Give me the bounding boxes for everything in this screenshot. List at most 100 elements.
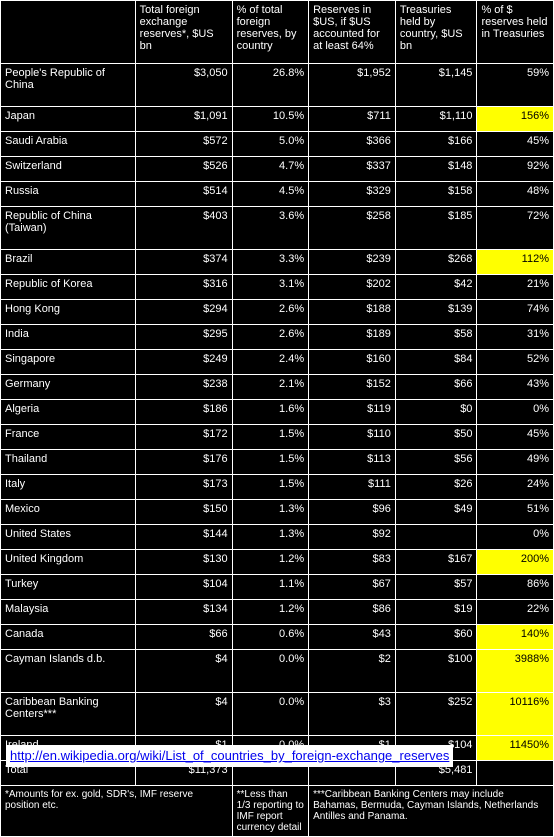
table-row: Japan$1,09110.5%$711$1,110156%: [1, 107, 554, 132]
cell-usd-reserves: $111: [309, 475, 396, 500]
table-row: Saudi Arabia$5725.0%$366$16645%: [1, 132, 554, 157]
cell-country: Japan: [1, 107, 136, 132]
page-container: Total foreign exchange reserves*, $US bn…: [0, 0, 554, 775]
cell-usd-reserves: $329: [309, 182, 396, 207]
cell-usd-reserves: $189: [309, 325, 396, 350]
cell-country: France: [1, 425, 136, 450]
cell-treasuries: $139: [395, 300, 477, 325]
cell-usd-reserves: $188: [309, 300, 396, 325]
cell-treasuries: $84: [395, 350, 477, 375]
cell-pct-total: 1.2%: [232, 550, 309, 575]
table-row: Canada$660.6%$43$60140%: [1, 625, 554, 650]
cell-pct-total: 10.5%: [232, 107, 309, 132]
cell-usd-reserves: $110: [309, 425, 396, 450]
cell-pct-total: 1.5%: [232, 475, 309, 500]
cell-usd-reserves: $160: [309, 350, 396, 375]
cell-pct-treasuries: 43%: [477, 375, 554, 400]
cell-usd-reserves: $86: [309, 600, 396, 625]
cell-pct-total: 5.0%: [232, 132, 309, 157]
cell-pct-total: 1.3%: [232, 500, 309, 525]
cell-pct-treasuries: 24%: [477, 475, 554, 500]
cell-country: Switzerland: [1, 157, 136, 182]
cell-pct-treasuries: 10116%: [477, 693, 554, 736]
cell-treasuries: $42: [395, 275, 477, 300]
cell-reserves: $173: [135, 475, 232, 500]
cell-country: Malaysia: [1, 600, 136, 625]
cell-treasuries: $56: [395, 450, 477, 475]
cell-reserves: $150: [135, 500, 232, 525]
cell-usd-reserves: $43: [309, 625, 396, 650]
cell-pct-treasuries: 156%: [477, 107, 554, 132]
cell-country: Singapore: [1, 350, 136, 375]
cell-usd-reserves: $113: [309, 450, 396, 475]
table-row: Switzerland$5264.7%$337$14892%: [1, 157, 554, 182]
cell-usd-reserves: $67: [309, 575, 396, 600]
cell-pct-treasuries: 92%: [477, 157, 554, 182]
cell-pct-treasuries: 59%: [477, 64, 554, 107]
cell-pct-treasuries: 3988%: [477, 650, 554, 693]
table-row: Caribbean Banking Centers***$40.0%$3$252…: [1, 693, 554, 736]
cell-treasuries: $167: [395, 550, 477, 575]
cell-total-pct-t: [477, 761, 554, 786]
cell-usd-reserves: $3: [309, 693, 396, 736]
footnote-row: *Amounts for ex. gold, SDR's, IMF reserv…: [1, 786, 554, 837]
table-row: Mexico$1501.3%$96$4951%: [1, 500, 554, 525]
cell-reserves: $526: [135, 157, 232, 182]
cell-reserves: $238: [135, 375, 232, 400]
cell-country: Thailand: [1, 450, 136, 475]
table-row: People's Republic of China$3,05026.8%$1,…: [1, 64, 554, 107]
cell-pct-treasuries: 52%: [477, 350, 554, 375]
cell-reserves: $104: [135, 575, 232, 600]
cell-pct-treasuries: 86%: [477, 575, 554, 600]
cell-treasuries: $166: [395, 132, 477, 157]
source-link[interactable]: http://en.wikipedia.org/wiki/List_of_cou…: [10, 748, 449, 763]
header-treasuries: Treasuries held by country, $US bn: [395, 1, 477, 64]
cell-usd-reserves: $239: [309, 250, 396, 275]
table-row: Italy$1731.5%$111$2624%: [1, 475, 554, 500]
cell-treasuries: $268: [395, 250, 477, 275]
cell-pct-total: 1.5%: [232, 425, 309, 450]
cell-pct-treasuries: 31%: [477, 325, 554, 350]
cell-reserves: $249: [135, 350, 232, 375]
cell-country: Russia: [1, 182, 136, 207]
header-pct-total: % of total foreign reserves, by country: [232, 1, 309, 64]
cell-pct-total: 1.6%: [232, 400, 309, 425]
table-row: Brazil$3743.3%$239$268112%: [1, 250, 554, 275]
cell-pct-total: 1.3%: [232, 525, 309, 550]
cell-reserves: $144: [135, 525, 232, 550]
cell-usd-reserves: $152: [309, 375, 396, 400]
cell-pct-total: 2.1%: [232, 375, 309, 400]
cell-country: United Kingdom: [1, 550, 136, 575]
cell-usd-reserves: $92: [309, 525, 396, 550]
cell-treasuries: $58: [395, 325, 477, 350]
cell-reserves: $66: [135, 625, 232, 650]
cell-country: Republic of Korea: [1, 275, 136, 300]
cell-reserves: $172: [135, 425, 232, 450]
cell-pct-total: 0.0%: [232, 650, 309, 693]
cell-reserves: $3,050: [135, 64, 232, 107]
table-row: Algeria$1861.6%$119$00%: [1, 400, 554, 425]
header-pct-treasuries: % of $ reserves held in Treasuries: [477, 1, 554, 64]
cell-pct-treasuries: 74%: [477, 300, 554, 325]
cell-treasuries: $185: [395, 207, 477, 250]
cell-usd-reserves: $83: [309, 550, 396, 575]
table-row: Hong Kong$2942.6%$188$13974%: [1, 300, 554, 325]
cell-reserves: $176: [135, 450, 232, 475]
cell-reserves: $4: [135, 650, 232, 693]
table-row: United Kingdom$1301.2%$83$167200%: [1, 550, 554, 575]
source-link-container: http://en.wikipedia.org/wiki/List_of_cou…: [6, 745, 453, 767]
cell-reserves: $374: [135, 250, 232, 275]
table-row: Thailand$1761.5%$113$5649%: [1, 450, 554, 475]
cell-pct-total: 3.3%: [232, 250, 309, 275]
cell-pct-total: 0.0%: [232, 693, 309, 736]
cell-pct-treasuries: 0%: [477, 525, 554, 550]
cell-treasuries: $148: [395, 157, 477, 182]
cell-pct-treasuries: 11450%: [477, 736, 554, 761]
cell-pct-total: 0.6%: [232, 625, 309, 650]
cell-reserves: $134: [135, 600, 232, 625]
cell-usd-reserves: $2: [309, 650, 396, 693]
cell-pct-total: 2.6%: [232, 300, 309, 325]
header-reserves: Total foreign exchange reserves*, $US bn: [135, 1, 232, 64]
table-row: Germany$2382.1%$152$6643%: [1, 375, 554, 400]
cell-pct-treasuries: 45%: [477, 132, 554, 157]
